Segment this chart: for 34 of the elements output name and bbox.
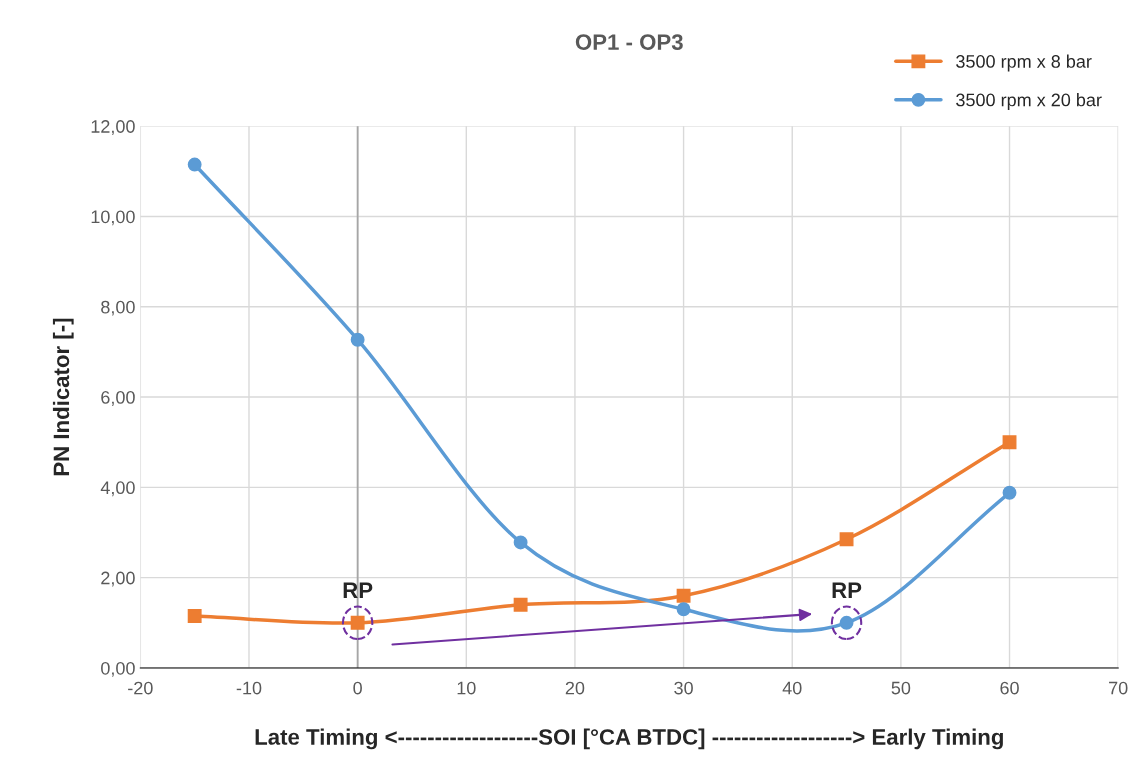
point bbox=[350, 332, 365, 347]
y-tick-label: 2,00 bbox=[101, 571, 135, 587]
x-tick-label: -10 bbox=[236, 681, 262, 695]
x-tick-label: -20 bbox=[128, 681, 153, 695]
point bbox=[1002, 485, 1017, 500]
y-tick-label: 4,00 bbox=[100, 481, 135, 497]
y-tick-label: 8,00 bbox=[101, 300, 135, 316]
y-axis-title: PN Indicator [-] bbox=[52, 318, 74, 476]
x-tick-label: 60 bbox=[1000, 681, 1019, 695]
x-tick-label: 40 bbox=[782, 681, 802, 695]
legend-label: 3500 rpm x 20 bar bbox=[956, 93, 1102, 110]
annotation: RP bbox=[832, 582, 862, 598]
point bbox=[513, 535, 528, 550]
y-tick-label: 10,00 bbox=[91, 210, 135, 226]
x-tick-label: 50 bbox=[891, 681, 911, 695]
x-axis-title: Late Timing <-------------------SOI [°CA BTDC] -------------------> Early Timing bbox=[255, 728, 1003, 750]
x-tick-label: 70 bbox=[1109, 681, 1128, 695]
point bbox=[676, 588, 691, 603]
point bbox=[187, 609, 202, 623]
x-tick-label: 10 bbox=[457, 681, 476, 695]
point bbox=[839, 532, 854, 547]
point bbox=[513, 597, 528, 612]
x-tick-label: 30 bbox=[674, 681, 693, 695]
point bbox=[676, 602, 691, 617]
x-tick-label: 20 bbox=[565, 681, 585, 695]
point bbox=[187, 157, 202, 172]
x-tick-label: 0 bbox=[353, 681, 362, 695]
y-tick-label: 12,00 bbox=[91, 120, 135, 136]
y-tick-label: 6,00 bbox=[101, 391, 135, 406]
chart-title: OP1 - OP3 bbox=[575, 34, 683, 51]
point bbox=[1002, 435, 1017, 450]
y-tick-label: 0,00 bbox=[101, 661, 135, 677]
annotation: RP bbox=[343, 582, 373, 598]
legend-label: 3500 rpm x 8 bar bbox=[956, 54, 1092, 72]
